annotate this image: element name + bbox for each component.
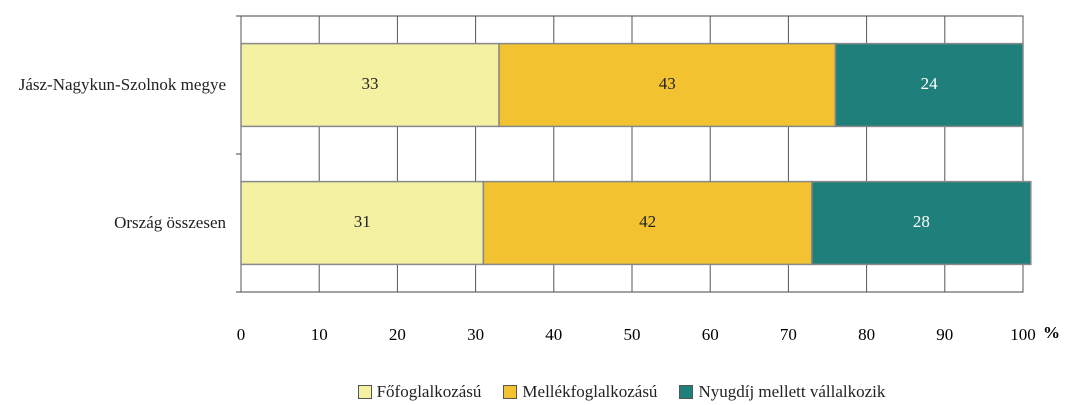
x-tick-label: 10: [311, 325, 328, 344]
legend-swatch: [357, 385, 372, 399]
legend: Főfoglalkozású Mellékfoglalkozású Nyugdíj …: [0, 382, 1073, 402]
x-tick-label: 60: [702, 325, 719, 344]
legend-item: Nyugdíj mellett vállalkozik: [679, 382, 885, 402]
bar-segment: [240, 42, 500, 128]
x-tick-label: 100: [1010, 325, 1036, 344]
legend-item: Főfoglalkozású: [357, 382, 482, 402]
bar-segment: [834, 42, 1024, 128]
bar-segment: [482, 180, 813, 266]
legend-label: Nyugdíj mellett vállalkozik: [698, 382, 886, 401]
legend-swatch: [503, 385, 518, 399]
x-tick-label: 80: [858, 325, 875, 344]
value-label: 28: [913, 212, 930, 231]
legend-label: Főfoglalkozású: [376, 382, 482, 401]
category-label: Jász-Nagykun-Szolnok megye: [18, 75, 226, 94]
legend-label: Mellékfoglalkozású: [522, 382, 658, 401]
category-label: Ország összesen: [114, 213, 226, 232]
x-tick-label: 50: [624, 325, 641, 344]
x-tick-label: 0: [237, 325, 246, 344]
legend-item: Mellékfoglalkozású: [503, 382, 657, 402]
value-label: 33: [362, 74, 379, 93]
x-tick-label: 20: [389, 325, 406, 344]
legend-swatch: [679, 385, 694, 399]
value-label: 31: [354, 212, 371, 231]
bar-segment: [240, 180, 485, 266]
x-tick-label: 70: [780, 325, 797, 344]
value-label: 24: [921, 74, 939, 93]
value-label: 42: [639, 212, 656, 231]
value-label: 43: [659, 74, 676, 93]
x-axis-label: %: [1043, 323, 1060, 342]
x-tick-label: 90: [936, 325, 953, 344]
bar-segment: [811, 180, 1032, 266]
x-tick-label: 40: [545, 325, 562, 344]
x-tick-label: 30: [467, 325, 484, 344]
bar-segment: [498, 42, 837, 128]
